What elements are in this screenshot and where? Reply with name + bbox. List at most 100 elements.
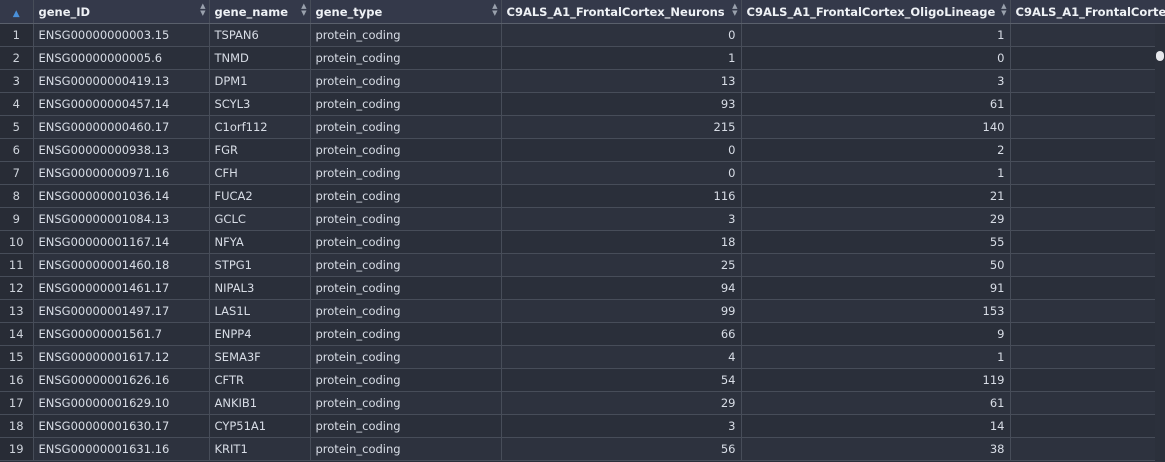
column-header-gene-name[interactable]: gene_name ▲ ▼ <box>209 0 311 24</box>
cell-next <box>1010 437 1165 461</box>
table-row: 14 ENSG00000001561.7 ENPP4 protein_coding 66… <box>0 322 1165 346</box>
cell-gene-name: KRIT1 <box>209 437 311 461</box>
cell-next <box>1010 391 1165 415</box>
cell-next <box>1010 184 1165 208</box>
row-number: 11 <box>0 253 34 277</box>
cell-next <box>1010 299 1165 323</box>
sort-icon[interactable]: ▲ ▼ <box>732 2 738 17</box>
cell-gene-id: ENSG00000000457.14 <box>33 92 210 116</box>
cell-gene-type: protein_coding <box>310 391 502 415</box>
table-row: 13 ENSG00000001497.17 LAS1L protein_coding 9… <box>0 299 1165 323</box>
table-row: 6 ENSG00000000938.13 FGR protein_coding 0 2 <box>0 138 1165 162</box>
sort-icon[interactable]: ▲ ▼ <box>301 2 307 17</box>
sort-icon[interactable]: ▲ ▼ <box>1001 2 1007 17</box>
cell-next <box>1010 253 1165 277</box>
table-row: 18 ENSG00000001630.17 CYP51A1 protein_codin… <box>0 414 1165 438</box>
cell-gene-id: ENSG00000000005.6 <box>33 46 210 70</box>
cell-oligo-lineage: 50 <box>741 253 1011 277</box>
row-number: 5 <box>0 115 34 139</box>
row-number: 16 <box>0 368 34 392</box>
column-header-label: C9ALS_A1_FrontalCortex_Neurons <box>506 4 725 19</box>
cell-gene-name: ENPP4 <box>209 322 311 346</box>
cell-gene-name: C1orf112 <box>209 115 311 139</box>
cell-neurons: 18 <box>501 230 742 254</box>
cell-neurons: 13 <box>501 69 742 93</box>
cell-gene-id: ENSG00000001561.7 <box>33 322 210 346</box>
cell-oligo-lineage: 21 <box>741 184 1011 208</box>
cell-neurons: 56 <box>501 437 742 461</box>
column-header-label: gene_type <box>315 4 383 19</box>
cell-gene-name: NIPAL3 <box>209 276 311 300</box>
cell-neurons: 54 <box>501 368 742 392</box>
cell-neurons: 215 <box>501 115 742 139</box>
cell-oligo-lineage: 91 <box>741 276 1011 300</box>
cell-gene-type: protein_coding <box>310 437 502 461</box>
cell-oligo-lineage: 119 <box>741 368 1011 392</box>
cell-gene-id: ENSG00000000971.16 <box>33 161 210 185</box>
cell-gene-id: ENSG00000001626.16 <box>33 368 210 392</box>
column-header-next[interactable]: C9ALS_A1_FrontalCortex <box>1010 0 1165 24</box>
cell-next <box>1010 345 1165 369</box>
cell-gene-name: SCYL3 <box>209 92 311 116</box>
cell-neurons: 4 <box>501 345 742 369</box>
column-header-neurons[interactable]: C9ALS_A1_FrontalCortex_Neurons ▲ ▼ <box>501 0 742 24</box>
cell-gene-type: protein_coding <box>310 276 502 300</box>
cell-gene-name: DPM1 <box>209 69 311 93</box>
cell-gene-name: TNMD <box>209 46 311 70</box>
row-number: 2 <box>0 46 34 70</box>
column-header-gene-id[interactable]: gene_ID ▲ ▼ <box>33 0 210 24</box>
cell-gene-id: ENSG00000001629.10 <box>33 391 210 415</box>
row-number-header[interactable]: ▲ <box>0 0 34 24</box>
cell-gene-type: protein_coding <box>310 322 502 346</box>
cell-gene-name: CFH <box>209 161 311 185</box>
cell-gene-id: ENSG00000000003.15 <box>33 23 210 47</box>
column-header-label: C9ALS_A1_FrontalCortex <box>1015 4 1165 19</box>
row-number: 12 <box>0 276 34 300</box>
cell-oligo-lineage: 1 <box>741 345 1011 369</box>
cell-gene-id: ENSG00000001631.16 <box>33 437 210 461</box>
table-row: 17 ENSG00000001629.10 ANKIB1 protein_coding… <box>0 391 1165 415</box>
cell-gene-type: protein_coding <box>310 69 502 93</box>
cell-gene-name: CYP51A1 <box>209 414 311 438</box>
row-number: 18 <box>0 414 34 438</box>
cell-neurons: 66 <box>501 322 742 346</box>
cell-neurons: 1 <box>501 46 742 70</box>
vertical-scrollbar[interactable] <box>1155 24 1165 462</box>
row-number: 4 <box>0 92 34 116</box>
table-row: 2 ENSG00000000005.6 TNMD protein_coding 1 0 <box>0 46 1165 70</box>
cell-gene-name: ANKIB1 <box>209 391 311 415</box>
cell-oligo-lineage: 3 <box>741 69 1011 93</box>
cell-neurons: 3 <box>501 207 742 231</box>
column-header-oligo-lineage[interactable]: C9ALS_A1_FrontalCortex_OligoLineage ▲ ▼ <box>741 0 1011 24</box>
cell-oligo-lineage: 1 <box>741 161 1011 185</box>
sort-asc-icon: ▲ <box>12 8 20 19</box>
cell-next <box>1010 69 1165 93</box>
column-header-gene-type[interactable]: gene_type ▲ ▼ <box>310 0 502 24</box>
cell-gene-id: ENSG00000001084.13 <box>33 207 210 231</box>
cell-neurons: 0 <box>501 161 742 185</box>
row-number: 15 <box>0 345 34 369</box>
table-row: 12 ENSG00000001461.17 NIPAL3 protein_coding… <box>0 276 1165 300</box>
cell-oligo-lineage: 14 <box>741 414 1011 438</box>
cell-oligo-lineage: 153 <box>741 299 1011 323</box>
scrollbar-thumb[interactable] <box>1156 51 1164 61</box>
cell-oligo-lineage: 61 <box>741 92 1011 116</box>
table-row: 5 ENSG00000000460.17 C1orf112 protein_codin… <box>0 115 1165 139</box>
cell-gene-id: ENSG00000000938.13 <box>33 138 210 162</box>
cell-next <box>1010 115 1165 139</box>
cell-gene-id: ENSG00000001036.14 <box>33 184 210 208</box>
cell-oligo-lineage: 2 <box>741 138 1011 162</box>
sort-icon[interactable]: ▲ ▼ <box>492 2 498 17</box>
cell-oligo-lineage: 140 <box>741 115 1011 139</box>
cell-next <box>1010 46 1165 70</box>
cell-gene-name: NFYA <box>209 230 311 254</box>
cell-gene-type: protein_coding <box>310 345 502 369</box>
sort-icon[interactable]: ▲ ▼ <box>200 2 206 17</box>
cell-gene-name: CFTR <box>209 368 311 392</box>
cell-gene-type: protein_coding <box>310 253 502 277</box>
cell-gene-name: SEMA3F <box>209 345 311 369</box>
table-row: 3 ENSG00000000419.13 DPM1 protein_coding 13 3 <box>0 69 1165 93</box>
cell-oligo-lineage: 9 <box>741 322 1011 346</box>
cell-neurons: 0 <box>501 23 742 47</box>
cell-gene-id: ENSG00000000460.17 <box>33 115 210 139</box>
